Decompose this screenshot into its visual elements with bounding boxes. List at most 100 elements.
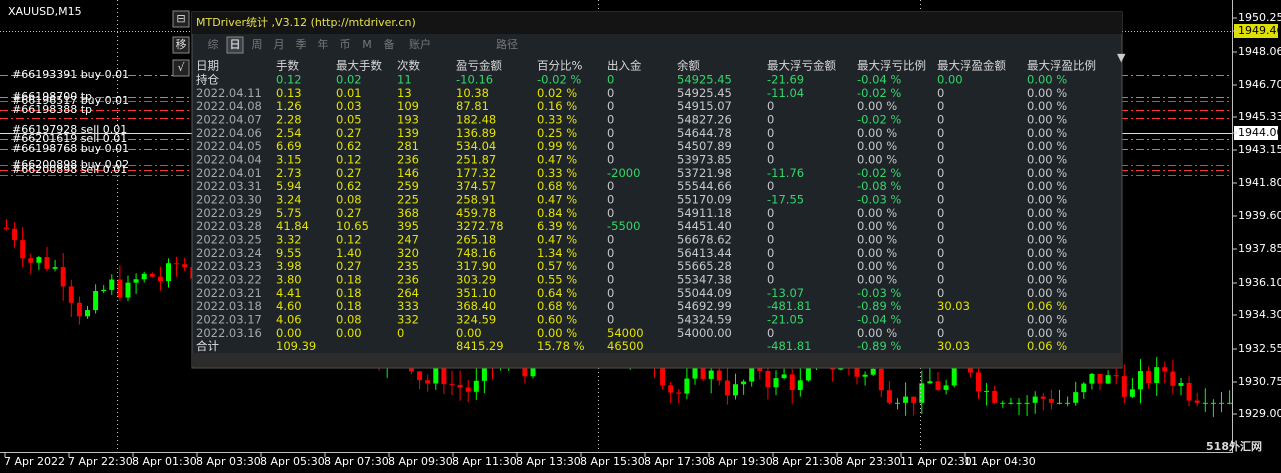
table-cell: 54000.00 (677, 326, 732, 340)
toolbar-label[interactable]: 移 (176, 38, 187, 51)
table-cell: 193 (397, 112, 419, 126)
candle-body (1227, 402, 1233, 404)
table-cell: 0 (607, 286, 614, 300)
table-cell: 3272.78 (456, 219, 504, 233)
toolbar-button[interactable] (172, 36, 190, 54)
toolbar-label[interactable]: ⊟ (176, 12, 185, 25)
column-header: 最大浮亏金额 (767, 59, 836, 73)
candle-body (951, 367, 957, 386)
candle-body (1097, 373, 1103, 384)
table-cell: 1.26 (276, 99, 302, 113)
table-cell: -2000 (607, 166, 640, 180)
table-cell: 15.78 % (537, 339, 585, 353)
table-cell: 41.84 (276, 219, 309, 233)
table-cell: 0.00 (336, 326, 362, 340)
table-cell: 2022.04.01 (196, 166, 262, 180)
candle-body (182, 264, 188, 268)
table-cell: 2.73 (276, 166, 302, 180)
table-cell: 0.25 % (537, 126, 577, 140)
tab[interactable]: 币 (340, 38, 351, 51)
candle-body (473, 380, 479, 392)
toolbar-button[interactable] (172, 10, 190, 28)
candle-body (919, 383, 925, 403)
table-cell: 2022.03.21 (196, 286, 262, 300)
price-label: 1949.46 (1238, 24, 1281, 37)
candle-body (133, 279, 139, 283)
table-cell: 236 (397, 272, 419, 286)
table-cell: 53973.85 (677, 152, 732, 166)
candle-body (1162, 367, 1168, 372)
tab[interactable]: 备 (384, 37, 395, 51)
tab[interactable]: 账户 (409, 37, 431, 51)
tab[interactable]: 周 (252, 38, 263, 51)
candle-body (166, 263, 171, 282)
time-label: 8 Apr 17:30 (644, 455, 709, 468)
table-cell: 2022.04.11 (196, 86, 262, 100)
table-cell: 3.98 (276, 259, 302, 273)
toolbar-label[interactable]: √ (177, 61, 185, 74)
table-cell: 2022.03.25 (196, 232, 262, 246)
table-cell: 0 (767, 326, 774, 340)
table-cell: 56678.62 (677, 232, 732, 246)
table-cell: 0.12 (336, 152, 362, 166)
time-label: 11 Apr 02:30 (900, 455, 972, 468)
scroll-arrow[interactable]: ▼ (1117, 51, 1126, 64)
tab[interactable]: 综 (208, 37, 219, 51)
candle-body (28, 258, 34, 263)
table-cell: 0 (607, 299, 614, 313)
table-cell: 4.41 (276, 286, 302, 300)
table-cell: 182.48 (456, 112, 496, 126)
table-cell: 534.04 (456, 139, 496, 153)
table-cell: 0.00 % (1027, 259, 1067, 273)
toolbar-button[interactable] (172, 59, 190, 77)
tab[interactable]: 月 (274, 38, 285, 51)
tab[interactable]: M (362, 38, 372, 51)
candle-body (1186, 382, 1192, 401)
table-cell: 235 (397, 259, 419, 273)
table-cell: 0 (767, 126, 774, 140)
order-label: #66196517 buy 0.01 (12, 94, 129, 107)
table-cell: 53721.98 (677, 166, 732, 180)
table-cell: 748.16 (456, 246, 496, 260)
table-cell: 0 (937, 112, 944, 126)
candle-body (1129, 389, 1135, 397)
candle-body (700, 361, 706, 379)
table-cell: 177.32 (456, 166, 496, 180)
table-cell: 0 (937, 166, 944, 180)
candle-body (68, 286, 74, 303)
tab[interactable]: 季 (296, 38, 307, 51)
table-cell: 0.00 % (1027, 99, 1067, 113)
tab[interactable]: 年 (318, 37, 329, 51)
table-cell: 0 (767, 206, 774, 220)
table-cell: 0 (937, 259, 944, 273)
candle-body (1065, 402, 1071, 404)
table-cell: 0.00 % (857, 232, 897, 246)
candle-body (425, 380, 431, 384)
table-cell: 0.00 % (857, 152, 897, 166)
table-cell: 0.57 % (537, 259, 577, 273)
tab[interactable]: 日 (230, 38, 241, 51)
time-label: 8 Apr 01:30 (132, 455, 197, 468)
table-cell: 0 (937, 272, 944, 286)
table-cell: 0.27 (336, 166, 362, 180)
candle-body (1202, 402, 1208, 404)
table-cell: 0 (607, 272, 614, 286)
candle-body (895, 402, 900, 404)
table-cell: 0 (937, 246, 944, 260)
table-cell: 54000 (607, 326, 644, 340)
candle-body (781, 374, 787, 379)
price-axis (1233, 0, 1281, 453)
price-label: 1936.10 (1238, 276, 1281, 289)
tab[interactable]: 路径 (496, 38, 518, 51)
column-header: 最大手数 (336, 59, 382, 73)
candle-body (773, 378, 779, 388)
column-header: 最大浮亏比例 (857, 59, 926, 73)
table-cell: 0.33 % (537, 166, 577, 180)
candle-body (797, 380, 803, 390)
table-cell: 持仓 (196, 73, 219, 87)
table-cell: -0.04 % (857, 73, 901, 87)
candle-body (4, 227, 9, 229)
table-cell: 0 (937, 219, 944, 233)
table-cell: -0.89 % (857, 299, 901, 313)
